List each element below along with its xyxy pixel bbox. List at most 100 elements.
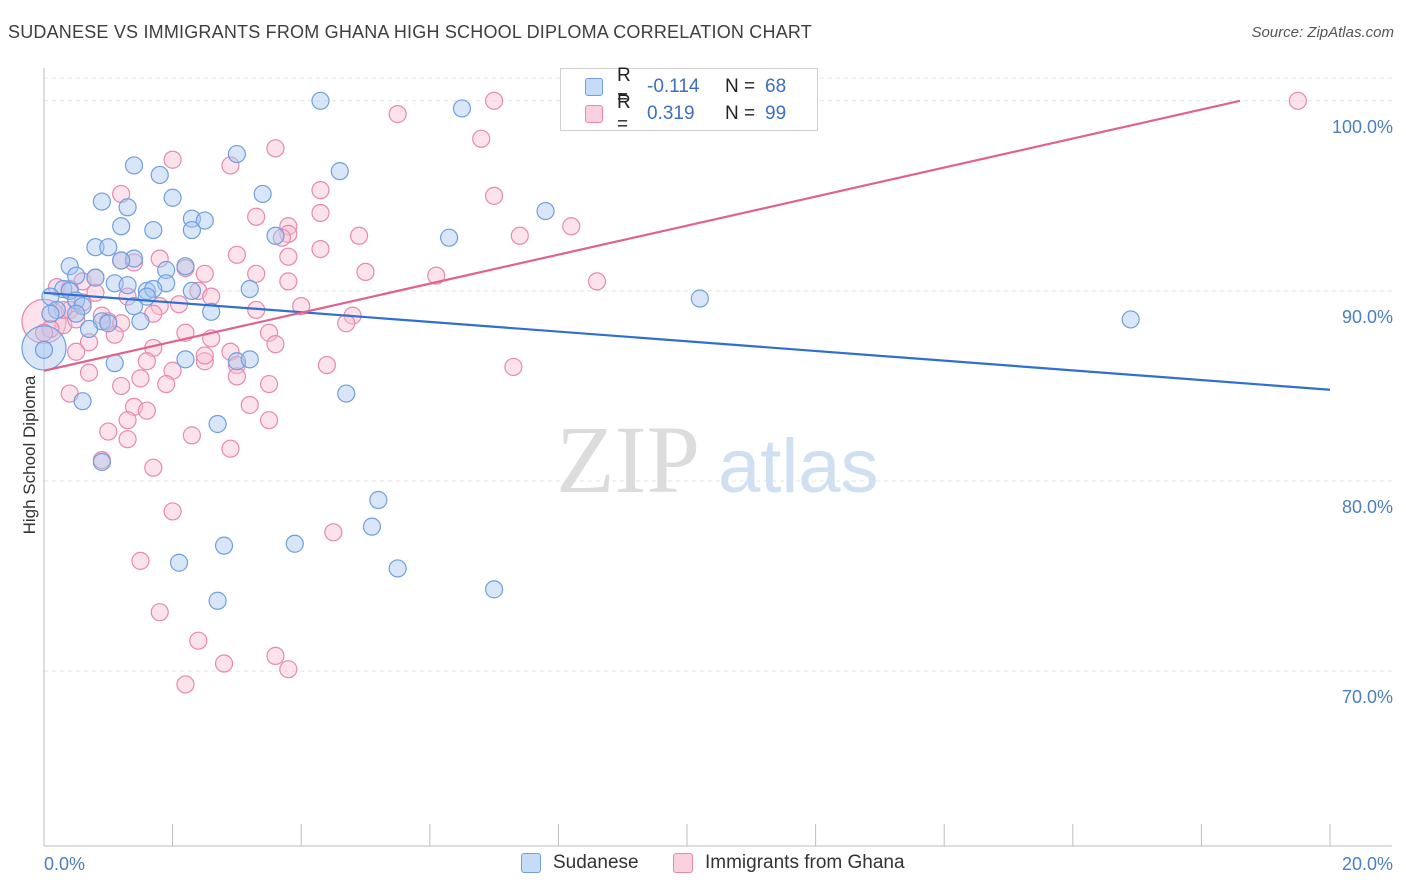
sudanese-point bbox=[99, 314, 118, 333]
sudanese-point bbox=[92, 192, 111, 211]
ghana-point bbox=[137, 401, 156, 420]
ghana-point bbox=[317, 355, 337, 375]
y-tick-label: 90.0% bbox=[1342, 307, 1393, 327]
sudanese-point bbox=[266, 226, 285, 245]
sudanese-point bbox=[202, 302, 221, 321]
sudanese-point bbox=[362, 517, 382, 536]
sudanese-point bbox=[144, 220, 163, 240]
ghana-point bbox=[195, 352, 214, 371]
sudanese-point bbox=[169, 553, 189, 572]
x-tick-label: 0.0% bbox=[44, 854, 85, 874]
tick-labels: 70.0% 80.0% 90.0% 100.0% 0.0% 20.0% bbox=[44, 117, 1393, 874]
sudanese-point bbox=[485, 580, 504, 599]
ghana-point bbox=[227, 367, 246, 386]
ghana-point bbox=[67, 342, 86, 361]
sudanese-point bbox=[1121, 310, 1140, 329]
ghana-point bbox=[182, 426, 201, 445]
sudanese-point bbox=[176, 350, 195, 369]
ghana-point bbox=[247, 207, 266, 226]
ghana-point bbox=[144, 458, 163, 477]
ghana-point bbox=[485, 186, 504, 205]
sudanese-point bbox=[214, 536, 234, 555]
legend-label-sudanese: Sudanese bbox=[553, 852, 639, 873]
sudanese-point bbox=[67, 304, 86, 323]
sudanese-point bbox=[369, 490, 388, 510]
ghana-point bbox=[427, 266, 446, 285]
sudanese-point bbox=[690, 289, 709, 308]
ghana-point bbox=[131, 369, 150, 388]
legend-swatch-ghana bbox=[673, 853, 693, 873]
sudanese-point bbox=[60, 257, 79, 276]
sudanese-point bbox=[73, 392, 92, 411]
source-label: Source: ZipAtlas.com bbox=[1251, 24, 1394, 41]
sudanese-point bbox=[253, 184, 272, 204]
y-tick-label: 80.0% bbox=[1342, 497, 1393, 517]
sudanese-point bbox=[452, 99, 472, 118]
ghana-point bbox=[202, 287, 221, 306]
ghana-point bbox=[79, 363, 99, 382]
ghana-point bbox=[266, 139, 285, 158]
legend-item-ghana[interactable]: Immigrants from Ghana bbox=[673, 852, 905, 874]
legend-swatch-ghana bbox=[585, 105, 603, 123]
ghana-point bbox=[272, 228, 292, 247]
x-tick-label: 20.0% bbox=[1342, 854, 1393, 874]
sudanese-point bbox=[144, 279, 163, 299]
chart-title: SUDANESE VS IMMIGRANTS FROM GHANA HIGH S… bbox=[8, 22, 812, 42]
series-sudanese-points bbox=[21, 91, 1140, 610]
sudanese-point bbox=[41, 304, 60, 323]
legend-item-sudanese[interactable]: Sudanese bbox=[521, 852, 639, 874]
legend-r-value: -0.114 bbox=[647, 76, 700, 97]
ghana-point bbox=[189, 631, 208, 650]
legend-r-value: 0.319 bbox=[647, 103, 695, 124]
ghana-point bbox=[279, 660, 298, 679]
sudanese-point bbox=[34, 340, 54, 359]
ghana-point bbox=[176, 675, 195, 694]
ghana-point bbox=[112, 376, 131, 396]
ghana-point bbox=[247, 264, 266, 283]
sudanese-trend-line bbox=[43, 291, 1331, 391]
sudanese-point bbox=[150, 165, 169, 185]
ghana-point bbox=[337, 314, 356, 333]
ghana-point bbox=[214, 654, 234, 673]
ghana-point bbox=[485, 91, 504, 110]
legend-r-label: R = bbox=[617, 65, 631, 108]
sudanese-point bbox=[182, 220, 201, 240]
ghana-point bbox=[163, 150, 182, 169]
grid-lines bbox=[44, 77, 1392, 672]
sudanese-point bbox=[79, 319, 99, 339]
sudanese-point bbox=[208, 591, 227, 610]
sudanese-point bbox=[285, 534, 304, 553]
ghana-point bbox=[279, 217, 298, 236]
ghana-point bbox=[137, 352, 156, 371]
ghana-point bbox=[79, 333, 99, 352]
sudanese-point bbox=[157, 260, 176, 280]
watermark: ZIP atlas bbox=[556, 406, 879, 513]
sudanese-point bbox=[118, 198, 137, 217]
ghana-point bbox=[259, 323, 279, 342]
sudanese-point bbox=[137, 287, 156, 306]
ghana-trend-line bbox=[43, 99, 1241, 372]
ghana-point bbox=[388, 105, 407, 124]
ghana-point bbox=[311, 239, 330, 259]
sudanese-point bbox=[86, 268, 105, 287]
legend-n-value: 68 bbox=[765, 76, 787, 97]
sudanese-point bbox=[195, 211, 214, 230]
ghana-point bbox=[292, 297, 311, 316]
sudanese-point bbox=[112, 251, 131, 270]
legend-label-ghana: Immigrants from Ghana bbox=[705, 852, 905, 873]
ghana-point bbox=[157, 374, 176, 394]
ghana-point bbox=[150, 603, 169, 622]
ghana-point bbox=[112, 314, 131, 333]
ghana-point bbox=[587, 272, 607, 291]
ghana-point bbox=[150, 249, 169, 268]
ghana-point bbox=[356, 262, 375, 282]
legend-swatch-sudanese bbox=[521, 853, 541, 873]
watermark-atlas: atlas bbox=[718, 424, 879, 509]
sudanese-point bbox=[227, 144, 246, 164]
sudanese-point bbox=[439, 228, 459, 247]
sudanese-point bbox=[137, 281, 156, 301]
sudanese-point bbox=[67, 266, 86, 285]
ghana-point bbox=[118, 411, 137, 430]
sudanese-point bbox=[131, 312, 150, 331]
